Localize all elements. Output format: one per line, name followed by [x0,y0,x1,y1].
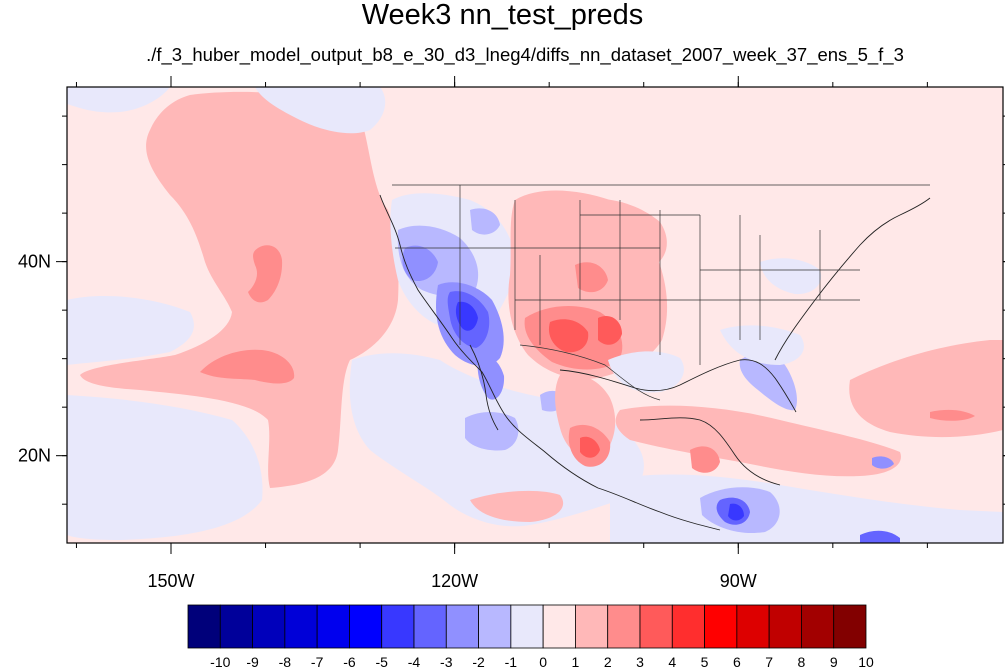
political-borders [392,184,930,401]
colorbar-swatch [349,604,383,649]
lat-tick-label: 40N [18,252,51,272]
central-mexico-red-core [580,436,600,458]
colorbar-swatch [768,604,802,649]
baja-blue [477,355,505,400]
south-caribbean-blue [860,530,900,543]
coastlines [379,194,931,531]
plot-title: Week3 nn_test_preds [361,0,644,31]
map-panel [67,87,1003,543]
colorbar-level-label: 6 [733,654,741,670]
colorbar-swatch [736,604,770,649]
colorbar-swatch [284,604,318,649]
colorbar-swatch [478,604,512,649]
caribbean-light-blue [610,474,1003,543]
colorbar-swatch [542,604,576,649]
colorbar-level-label: -3 [440,654,453,670]
great-lakes-light-blue [760,258,822,295]
colorbar-level-label: 7 [765,654,773,670]
colorbar-swatch [381,604,415,649]
west-pacific-blue [67,296,194,365]
colorbar-swatch [671,604,705,649]
idaho-blue [470,208,500,235]
colorbar-level-label: -7 [311,654,324,670]
texas-panhandle-red [598,315,622,345]
colorbar-level-label: -1 [505,654,518,670]
colorbar-level-label: 4 [668,654,676,670]
colorbar-level-label: 9 [830,654,838,670]
atlantic-red-streak [930,409,975,421]
central-america-blue-deep [728,503,744,521]
colorbar-swatch [413,604,447,649]
caribbean-blue-spot [872,456,894,469]
colorbar-swatch [445,604,479,649]
colorbar-level-label: 0 [539,654,547,670]
colorbar-level-label: -4 [408,654,421,670]
map-frame [66,86,1004,544]
colorbar-swatch [704,604,738,649]
colorbar-level-label: 3 [636,654,644,670]
southwest-pacific-blue [67,395,263,540]
yucatan-red [690,446,720,473]
kansas-pink-patch [575,262,608,293]
pacific-pink-core-2 [200,349,295,384]
colorbar-level-label: -6 [343,654,356,670]
northern-plains-pink [577,198,667,269]
colorbar-level-label: -2 [472,654,485,670]
colorbar-swatch [833,604,867,649]
lon-tick-label: 90W [720,571,757,591]
nevada-blue [402,245,438,282]
plot-subtitle: ./f_3_huber_model_output_b8_e_30_d3_lneg… [146,44,904,65]
colorbar-level-label: 8 [798,654,806,670]
colorbar-swatch [187,604,221,649]
gulf-of-alaska-blue [255,87,386,134]
colorbar-swatch [510,604,544,649]
colorbar-level-label: 5 [701,654,709,670]
colorbar-labels: -10 -9 -8 -7 -6 -5 -4 -3 -2 -1 0 1 2 3 4 5 6 7 8 9 10 [210,654,874,670]
east-pacific-blue-patch-1 [465,412,519,451]
colorbar-swatch [252,604,286,649]
colorbar-swatch [219,604,253,649]
colorbar-level-label: 10 [858,654,874,670]
colorbar [187,604,867,649]
pacific-pink-plume [80,91,399,489]
colorbar-level-label: -9 [246,654,259,670]
florida-blue [739,353,797,411]
colorbar-level-label: 1 [572,654,580,670]
colorbar-level-label: -10 [210,654,230,670]
colorbar-swatch [575,604,609,649]
map-tick-labels: 150W 120W 90W 40N 20N [18,252,757,591]
gulf-pink [615,405,901,477]
east-pacific-south-pink [470,490,564,522]
socal-blue-deep [455,301,478,331]
colorbar-swatch [607,604,641,649]
colorbar-swatch [316,604,350,649]
colorbar-swatch [801,604,835,649]
southeast-light-blue [720,325,804,365]
new-mexico-red [548,319,589,353]
colorbar-level-label: -8 [279,654,292,670]
lon-tick-label: 150W [147,571,194,591]
colorbar-swatch [639,604,673,649]
lat-tick-label: 20N [18,446,51,466]
colorbar-level-label: -5 [375,654,388,670]
pacific-pink-core-1 [248,245,283,303]
lon-tick-label: 120W [431,571,478,591]
northwest-pacific-blue [67,87,170,113]
colorbar-level-label: 2 [604,654,612,670]
